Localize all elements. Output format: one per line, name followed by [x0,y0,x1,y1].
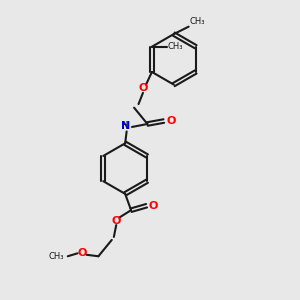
Text: O: O [77,248,87,258]
Text: CH₃: CH₃ [167,42,183,51]
Text: H: H [121,122,128,131]
Text: O: O [112,216,121,226]
Text: O: O [149,201,158,211]
Text: O: O [167,116,176,126]
Text: O: O [138,83,148,93]
Text: N: N [121,122,130,131]
Text: CH₃: CH₃ [189,17,205,26]
Text: CH₃: CH₃ [49,252,64,261]
